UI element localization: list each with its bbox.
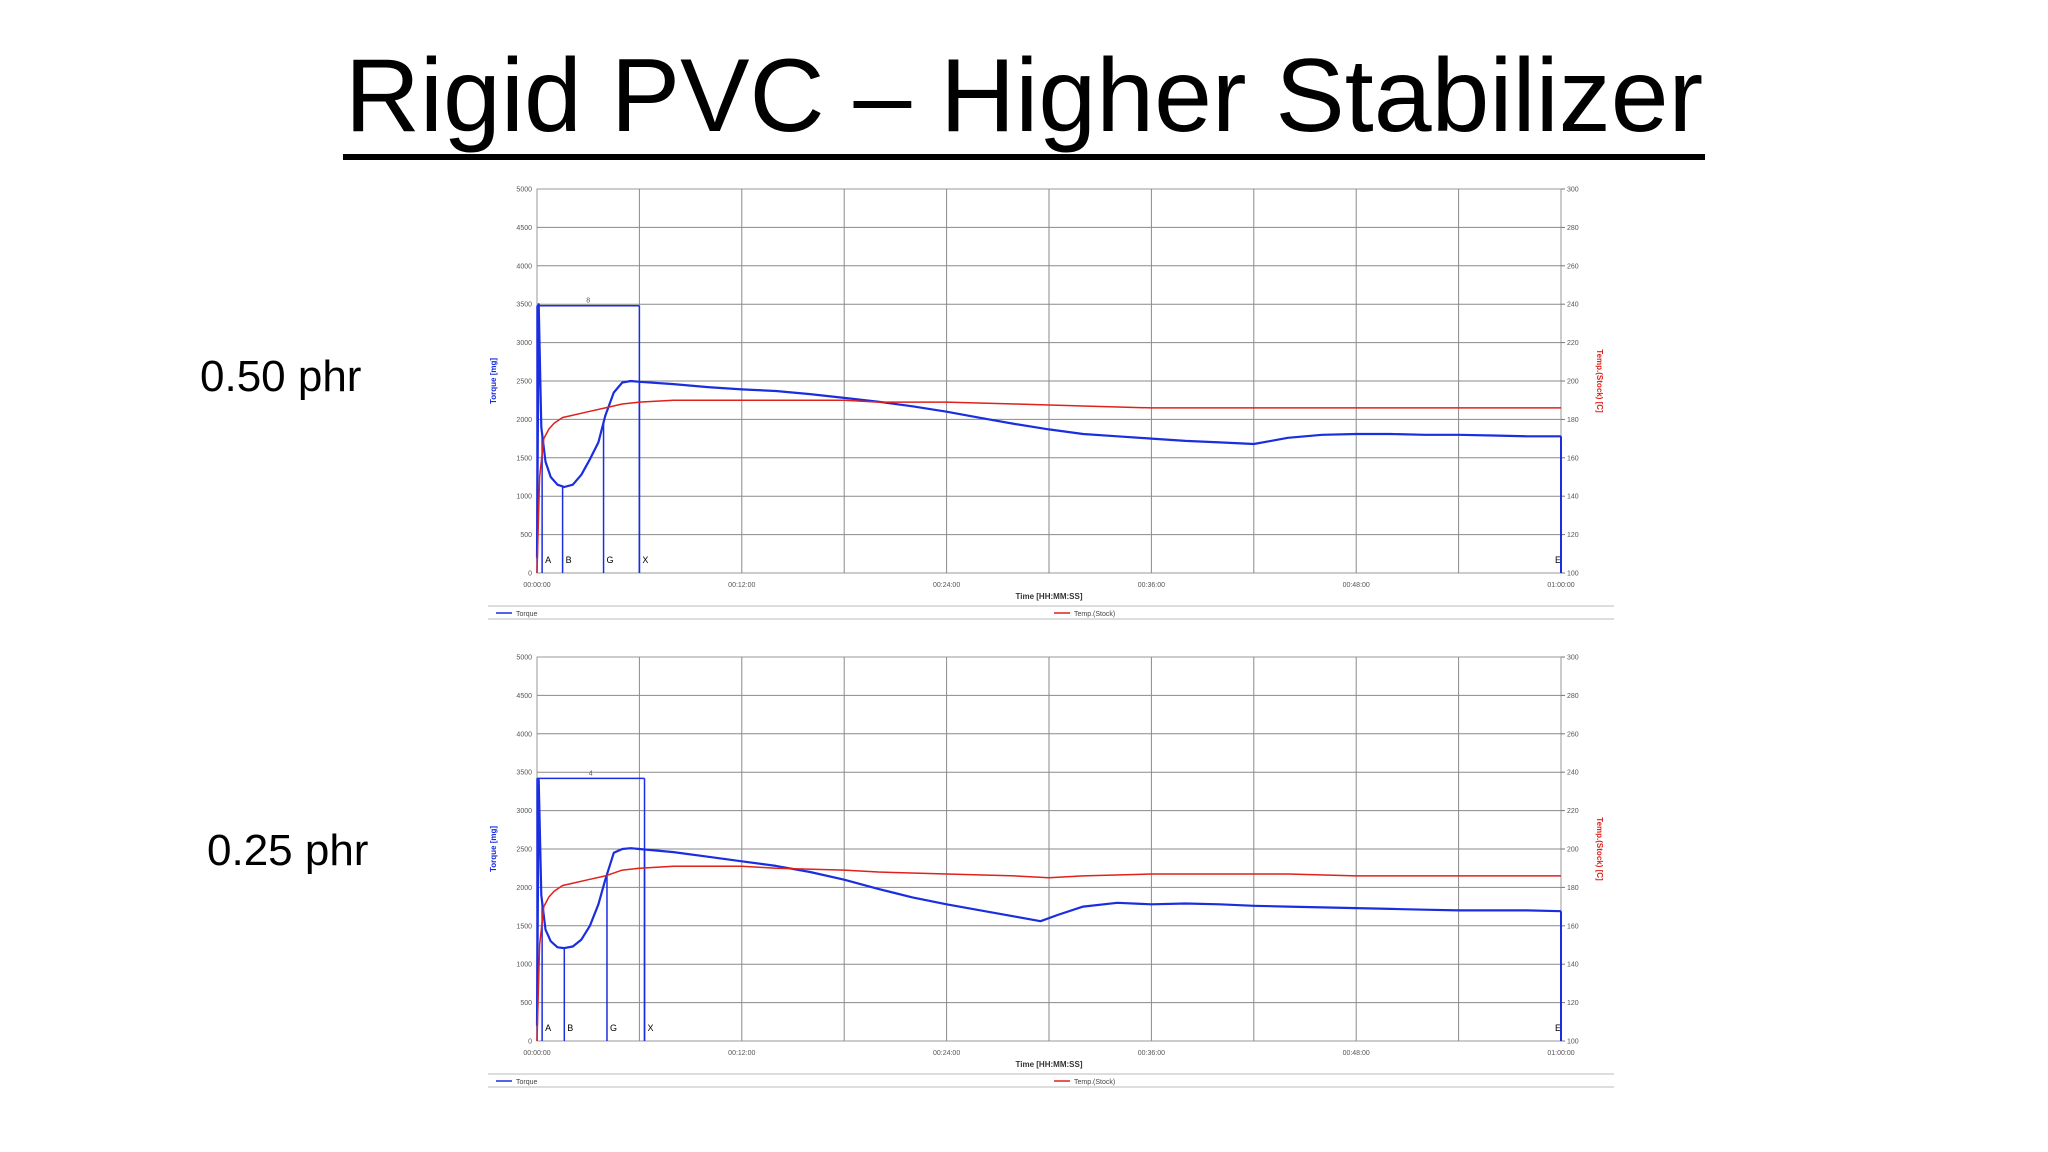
x-axis-title: Time [HH:MM:SS] <box>1016 592 1083 601</box>
y-axis-title: Torque [mg] <box>489 358 498 404</box>
marker-label-a: A <box>545 1023 551 1033</box>
y-tick-label: 0 <box>528 1039 532 1046</box>
legend-temp-label: Temp.(Stock) <box>1074 1079 1115 1086</box>
x-tick-label: 00:24:00 <box>933 582 960 589</box>
y-tick-label: 3500 <box>516 770 532 777</box>
y2-tick-label: 200 <box>1567 379 1579 386</box>
y2-tick-label: 120 <box>1567 1000 1579 1007</box>
x-tick-label: 00:48:00 <box>1343 1050 1370 1057</box>
y2-tick-label: 120 <box>1567 532 1579 539</box>
temperature-series-line <box>536 865 1561 1042</box>
marker-label-g: G <box>610 1023 617 1033</box>
y-tick-label: 5000 <box>516 655 532 662</box>
marker-label-e: E <box>1555 555 1561 565</box>
legend-torque-label: Torque <box>516 1079 538 1086</box>
y2-tick-label: 280 <box>1567 693 1579 700</box>
x-tick-label: 00:48:00 <box>1343 582 1370 589</box>
y2-tick-label: 240 <box>1567 302 1579 309</box>
y2-axis-title: Temp.(Stock) [C] <box>1595 349 1604 413</box>
y-axis-title: Torque [mg] <box>489 826 498 872</box>
y2-tick-label: 140 <box>1567 494 1579 501</box>
y2-tick-label: 260 <box>1567 731 1579 738</box>
marker-label-a: A <box>545 555 551 565</box>
x-tick-label: 00:12:00 <box>728 1050 755 1057</box>
legend-torque-label: Torque <box>516 611 538 618</box>
y-tick-label: 2000 <box>516 885 532 892</box>
y-tick-label: 5000 <box>516 187 532 194</box>
y-tick-label: 3500 <box>516 302 532 309</box>
y-tick-label: 2500 <box>516 847 532 854</box>
marker-label-x: X <box>648 1023 654 1033</box>
x-tick-label: 00:00:00 <box>523 582 550 589</box>
x-tick-label: 00:12:00 <box>728 582 755 589</box>
torque-series-line <box>535 778 1562 1026</box>
y-tick-label: 500 <box>520 532 532 539</box>
y2-tick-label: 200 <box>1567 847 1579 854</box>
bracket-label: 4 <box>589 770 593 777</box>
x-tick-label: 00:36:00 <box>1138 582 1165 589</box>
y2-axis-title: Temp.(Stock) [C] <box>1595 817 1604 881</box>
y-tick-label: 1000 <box>516 962 532 969</box>
legend-temp-label: Temp.(Stock) <box>1074 611 1115 618</box>
y-tick-label: 4500 <box>516 693 532 700</box>
marker-label-e: E <box>1555 1023 1561 1033</box>
y-tick-label: 3000 <box>516 808 532 815</box>
row-label-0-25-phr: 0.25 phr <box>207 826 369 875</box>
row-label-0-50-phr: 0.50 phr <box>200 352 362 401</box>
y2-tick-label: 300 <box>1567 187 1579 194</box>
y-tick-label: 500 <box>520 1000 532 1007</box>
x-tick-label: 01:00:00 <box>1547 1050 1574 1057</box>
y-tick-label: 2500 <box>516 379 532 386</box>
y-tick-label: 0 <box>528 571 532 578</box>
marker-label-b: B <box>566 555 572 565</box>
x-axis-title: Time [HH:MM:SS] <box>1016 1060 1083 1069</box>
x-tick-label: 01:00:00 <box>1547 582 1574 589</box>
torque-series-line <box>535 303 1561 558</box>
y-tick-label: 4000 <box>516 263 532 270</box>
y-tick-label: 3000 <box>516 340 532 347</box>
y-tick-label: 1500 <box>516 455 532 462</box>
y-tick-label: 4500 <box>516 225 532 232</box>
y2-tick-label: 180 <box>1567 885 1579 892</box>
y2-tick-label: 260 <box>1567 263 1579 270</box>
slide-title-text: Rigid PVC – Higher Stabilizer <box>342 38 1706 160</box>
slide-title: Rigid PVC – Higher Stabilizer <box>0 38 2048 160</box>
y-tick-label: 1000 <box>516 494 532 501</box>
x-tick-label: 00:24:00 <box>933 1050 960 1057</box>
torque-temp-chart-0-50-phr: 0 500 1000 1500 2000 2500 3000 3500 4000 4500 5000… <box>488 187 1614 620</box>
torque-temp-chart-0-25-phr: 0 500 1000 1500 2000 2500 3000 3500 4000 4500 5000… <box>488 655 1614 1088</box>
y2-tick-label: 220 <box>1567 340 1579 347</box>
y-tick-label: 4000 <box>516 731 532 738</box>
marker-label-g: G <box>607 555 614 565</box>
y2-tick-label: 240 <box>1567 770 1579 777</box>
y2-tick-label: 100 <box>1567 571 1579 578</box>
bracket-label: 8 <box>586 298 590 305</box>
y2-tick-label: 180 <box>1567 417 1579 424</box>
y2-tick-label: 280 <box>1567 225 1579 232</box>
y2-tick-label: 100 <box>1567 1039 1579 1046</box>
y2-tick-label: 220 <box>1567 808 1579 815</box>
x-tick-label: 00:36:00 <box>1138 1050 1165 1057</box>
temperature-series-line <box>536 399 1561 574</box>
x-tick-label: 00:00:00 <box>523 1050 550 1057</box>
y-tick-label: 1500 <box>516 923 532 930</box>
y2-tick-label: 140 <box>1567 962 1579 969</box>
y2-tick-label: 160 <box>1567 923 1579 930</box>
marker-label-b: B <box>567 1023 573 1033</box>
marker-label-x: X <box>642 555 648 565</box>
y-tick-label: 2000 <box>516 417 532 424</box>
y2-tick-label: 160 <box>1567 455 1579 462</box>
y2-tick-label: 300 <box>1567 655 1579 662</box>
